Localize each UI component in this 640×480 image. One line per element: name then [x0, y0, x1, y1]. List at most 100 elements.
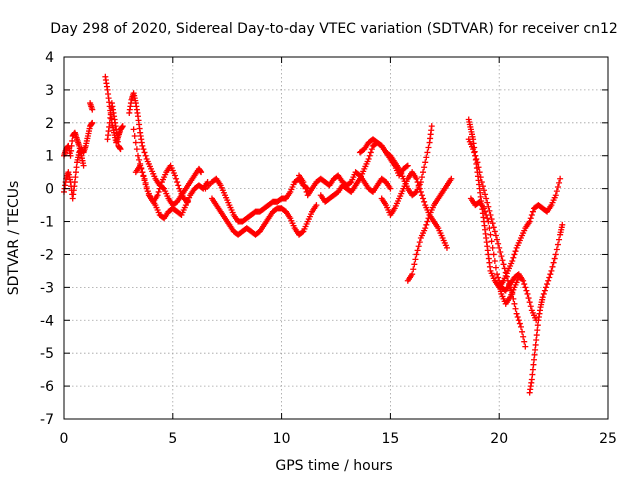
- data-point: [421, 164, 428, 171]
- data-point: [174, 179, 181, 186]
- data-point: [516, 320, 523, 327]
- data-point: [443, 244, 450, 251]
- data-point: [416, 185, 423, 192]
- data-point: [517, 323, 524, 330]
- data-point: [509, 258, 516, 265]
- data-point: [139, 169, 146, 176]
- data-point: [424, 149, 431, 156]
- data-point: [302, 185, 309, 192]
- data-point: [185, 198, 192, 205]
- data-point: [552, 192, 559, 199]
- data-point: [496, 244, 503, 251]
- data-point: [501, 265, 508, 272]
- data-point: [524, 290, 531, 297]
- data-point: [416, 239, 423, 246]
- data-point: [544, 281, 551, 288]
- data-point: [553, 188, 560, 195]
- data-point: [420, 195, 427, 202]
- data-point: [470, 146, 477, 153]
- data-point: [500, 261, 507, 268]
- chart-title: Day 298 of 2020, Sidereal Day-to-day VTE…: [50, 21, 618, 37]
- data-point: [550, 259, 557, 266]
- data-point: [520, 333, 527, 340]
- data-point: [313, 202, 320, 209]
- data-point: [417, 188, 424, 195]
- data-point: [546, 274, 553, 281]
- data-point: [521, 338, 528, 345]
- data-point: [480, 187, 487, 194]
- data-point: [528, 211, 535, 218]
- data-point: [540, 290, 547, 297]
- data-point: [411, 261, 418, 268]
- data-point: [526, 299, 533, 306]
- data-point: [489, 244, 496, 251]
- data-point: [553, 246, 560, 253]
- data-point: [515, 274, 522, 281]
- data-point: [415, 243, 422, 250]
- data-point: [366, 152, 373, 159]
- data-point: [480, 205, 487, 212]
- data-point: [520, 277, 527, 284]
- data-point: [494, 236, 501, 243]
- data-point: [143, 183, 150, 190]
- data-point: [155, 188, 162, 195]
- data-point: [132, 139, 139, 146]
- data-point: [474, 159, 481, 166]
- data-point: [492, 264, 499, 271]
- plot-frame: [63, 56, 609, 420]
- data-point: [412, 189, 419, 196]
- data-point: [422, 159, 429, 166]
- data-point: [173, 175, 180, 182]
- data-point: [131, 132, 138, 139]
- data-point: [485, 218, 492, 225]
- data-point: [475, 164, 482, 171]
- grid-lines: [64, 57, 608, 419]
- data-points: [61, 73, 566, 396]
- data-point: [549, 263, 556, 270]
- data-point: [448, 175, 455, 182]
- data-point: [171, 172, 178, 179]
- data-point: [141, 175, 148, 182]
- data-point: [495, 240, 502, 247]
- data-point: [156, 185, 163, 192]
- data-point: [423, 221, 430, 228]
- x-tick-label: 5: [168, 431, 177, 447]
- y-tick-label: 1: [45, 149, 54, 165]
- data-point: [473, 156, 480, 163]
- data-point: [510, 254, 517, 261]
- data-point: [412, 256, 419, 263]
- data-point: [527, 303, 534, 310]
- data-point: [154, 192, 161, 199]
- y-tick-label: -6: [40, 379, 54, 395]
- x-axis-label: GPS time / hours: [275, 458, 392, 474]
- data-point: [142, 179, 149, 186]
- data-point: [529, 208, 536, 215]
- x-tick-label: 25: [599, 431, 617, 447]
- data-point: [413, 251, 420, 258]
- data-point: [422, 225, 429, 232]
- data-point: [511, 300, 518, 307]
- data-point: [425, 215, 432, 222]
- data-point: [404, 162, 411, 169]
- data-point: [141, 149, 148, 156]
- data-point: [494, 271, 501, 278]
- data-point: [299, 229, 306, 236]
- y-tick-labels: 4 3 2 1 0 -1 -2 -3 -4 -5 -6 -7: [40, 50, 54, 428]
- data-point: [491, 228, 498, 235]
- data-point: [512, 305, 519, 312]
- data-point: [421, 198, 428, 205]
- data-point: [138, 165, 145, 172]
- data-point: [137, 162, 144, 169]
- data-point: [499, 257, 506, 264]
- x-tick-label: 20: [490, 431, 508, 447]
- data-point: [498, 253, 505, 260]
- data-point: [551, 255, 558, 262]
- data-point: [490, 251, 497, 258]
- data-point: [479, 183, 486, 190]
- data-point: [89, 119, 96, 126]
- data-point: [133, 146, 140, 153]
- data-point: [492, 232, 499, 239]
- data-point: [365, 156, 372, 163]
- data-point: [515, 317, 522, 324]
- data-point: [425, 144, 432, 151]
